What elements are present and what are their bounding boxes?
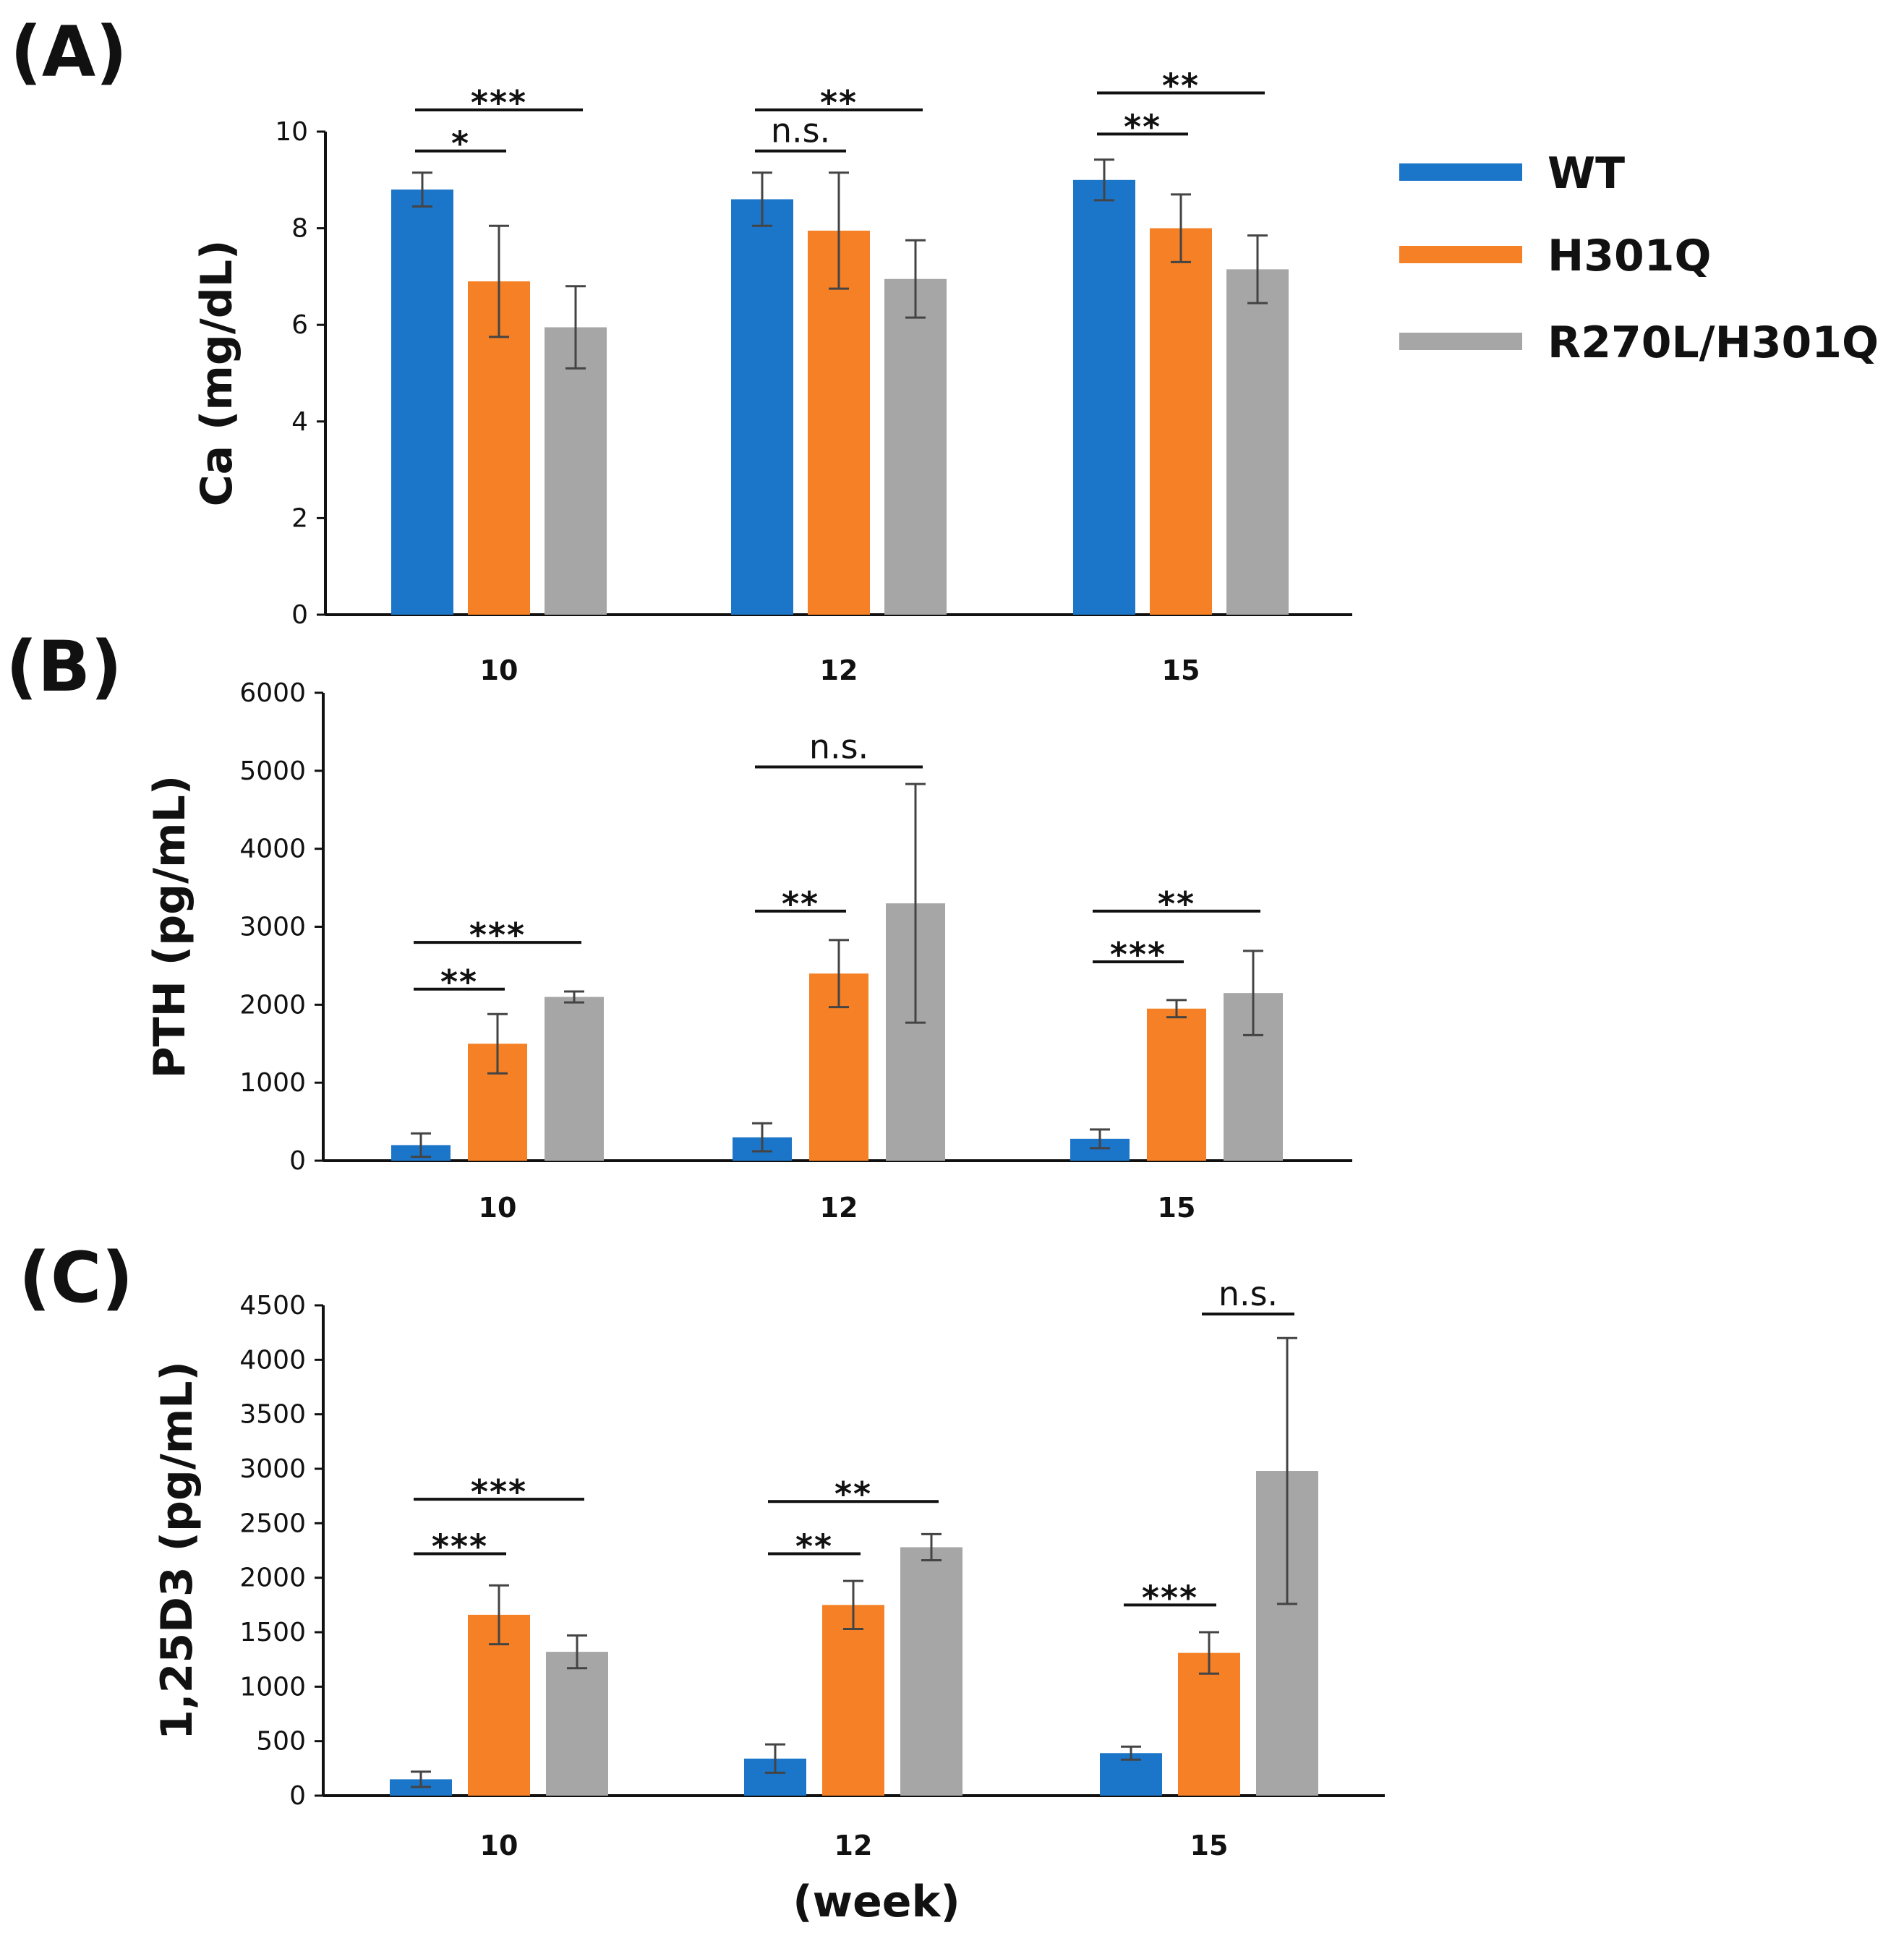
panel-a-bar-h301q-week-15 — [1150, 228, 1212, 615]
panel-b-x-tick-label: 12 — [820, 1192, 858, 1224]
panel-c-y-tick-label: 1500 — [239, 1618, 306, 1647]
panel-b-y-tick-label: 1000 — [239, 1068, 306, 1098]
panel-c-bar-h301q-week-12 — [822, 1605, 884, 1796]
legend-label-wt: WT — [1547, 148, 1625, 199]
panel-b-significance-label: ** — [782, 884, 819, 923]
panel-c-y-tick-label: 0 — [289, 1781, 306, 1811]
panel-b-y-tick-label: 3000 — [239, 913, 306, 942]
panel-b-bar-r270l-h301q-week-10 — [545, 997, 604, 1161]
panel-c-y-tick-label: 4000 — [239, 1345, 306, 1375]
panel-a-significance-label: ** — [1124, 107, 1161, 146]
panel-b-bar-h301q-week-15 — [1147, 1008, 1206, 1161]
panel-a-y-tick-label: 4 — [291, 407, 308, 437]
panel-a-bar-r270l-h301q-week-12 — [884, 278, 947, 615]
panel-b-significance-label: *** — [1110, 935, 1166, 974]
panel-a-bar-wt-week-15 — [1073, 179, 1135, 615]
panel-b-significance-label: ** — [440, 963, 478, 1002]
panel-c-y-tick-label: 500 — [256, 1727, 306, 1757]
panel-a-significance-label: n.s. — [771, 111, 830, 150]
panel-c-significance-label: *** — [471, 1472, 527, 1511]
panel-c-y-axis-label: 1,25D3 (pg/mL) — [152, 1361, 202, 1740]
legend: WT H301Q R270L/H301Q — [1399, 148, 1879, 368]
panel-c-significance-label: n.s. — [1218, 1274, 1278, 1313]
panel-a-y-axis-label: Ca (mg/dL) — [192, 240, 242, 507]
panel-a-label: (A) — [10, 12, 127, 93]
panel-a-significance-label: ** — [1162, 67, 1200, 106]
panel-b-significance-label: *** — [469, 916, 526, 955]
panel-b: (B) PTH (pg/mL) 0 1000 2000 3000 4000 5000 6000 1… — [6, 626, 1352, 1224]
panel-a-bar-wt-week-12 — [731, 199, 793, 615]
panel-c-y-tick-label: 2500 — [239, 1509, 306, 1538]
panel-b-y-axis-label: PTH (pg/mL) — [145, 775, 195, 1078]
panel-c-significance-label: *** — [1142, 1578, 1198, 1617]
panel-b-significance-label: ** — [1158, 884, 1195, 923]
panel-c-x-tick-label: 10 — [480, 1830, 518, 1861]
legend-swatch-wt — [1399, 163, 1522, 181]
panel-a-y-tick-label: 6 — [291, 310, 308, 340]
panel-b-y-tick-label: 6000 — [239, 678, 306, 708]
panel-c-x-tick-label: 15 — [1190, 1830, 1229, 1861]
panel-c-significance-label: ** — [834, 1475, 872, 1514]
panel-a-y-tick-label: 2 — [291, 503, 308, 533]
panel-a-y-tick-label: 8 — [291, 214, 308, 244]
panel-c-y-tick-label: 4500 — [239, 1291, 306, 1321]
panel-a-x-tick-label: 15 — [1162, 654, 1200, 686]
legend-swatch-r270l-h301q — [1399, 333, 1522, 350]
panel-c-y-tick-label: 2000 — [239, 1564, 306, 1593]
panel-b-y-tick-label: 5000 — [239, 756, 306, 786]
panel-c-y-tick-label: 3500 — [239, 1400, 306, 1430]
panel-c-y-tick-label: 3000 — [239, 1454, 306, 1484]
panel-b-significance-label: n.s. — [809, 727, 868, 766]
panel-a-x-tick-label: 10 — [480, 654, 518, 686]
panel-a-bar-r270l-h301q-week-15 — [1226, 269, 1289, 615]
panel-b-y-tick-label: 2000 — [239, 990, 306, 1020]
panel-a-bar-r270l-h301q-week-10 — [545, 327, 607, 615]
panel-c: (C) 1,25D3 (pg/mL) 0 500 1000 1500 2000 2500 300… — [19, 1237, 1385, 1861]
panel-a-y-tick-label: 10 — [275, 117, 308, 147]
legend-swatch-h301q — [1399, 246, 1522, 263]
panel-a-bar-wt-week-10 — [391, 189, 453, 615]
panel-a-x-tick-label: 12 — [820, 654, 858, 686]
panel-a-significance-label: ** — [820, 83, 858, 122]
panel-a-significance-label: * — [451, 124, 470, 163]
panel-a-y-tick-label: 0 — [291, 600, 308, 630]
panel-a-bar-h301q-week-12 — [808, 230, 870, 615]
panel-b-x-tick-label: 15 — [1158, 1192, 1196, 1224]
panel-c-bar-h301q-week-15 — [1178, 1652, 1240, 1796]
panel-c-bar-r270l-h301q-week-12 — [900, 1547, 962, 1796]
panel-b-x-tick-label: 10 — [479, 1192, 517, 1224]
figure-x-axis-label: (week) — [793, 1877, 960, 1927]
legend-label-h301q: H301Q — [1547, 231, 1711, 281]
panel-c-y-tick-label: 1000 — [239, 1672, 306, 1702]
panel-a-significance-label: *** — [471, 83, 527, 122]
panel-c-significance-label: ** — [795, 1527, 833, 1566]
panel-c-label: (C) — [19, 1237, 133, 1318]
panel-c-bar-r270l-h301q-week-10 — [546, 1652, 608, 1796]
panel-b-y-tick-label: 4000 — [239, 835, 306, 864]
panel-b-label: (B) — [6, 626, 122, 707]
legend-label-r270l-h301q: R270L/H301Q — [1547, 317, 1879, 368]
panel-b-y-tick-label: 0 — [289, 1146, 306, 1176]
panel-c-significance-label: *** — [432, 1527, 488, 1566]
panel-c-x-tick-label: 12 — [834, 1830, 873, 1861]
